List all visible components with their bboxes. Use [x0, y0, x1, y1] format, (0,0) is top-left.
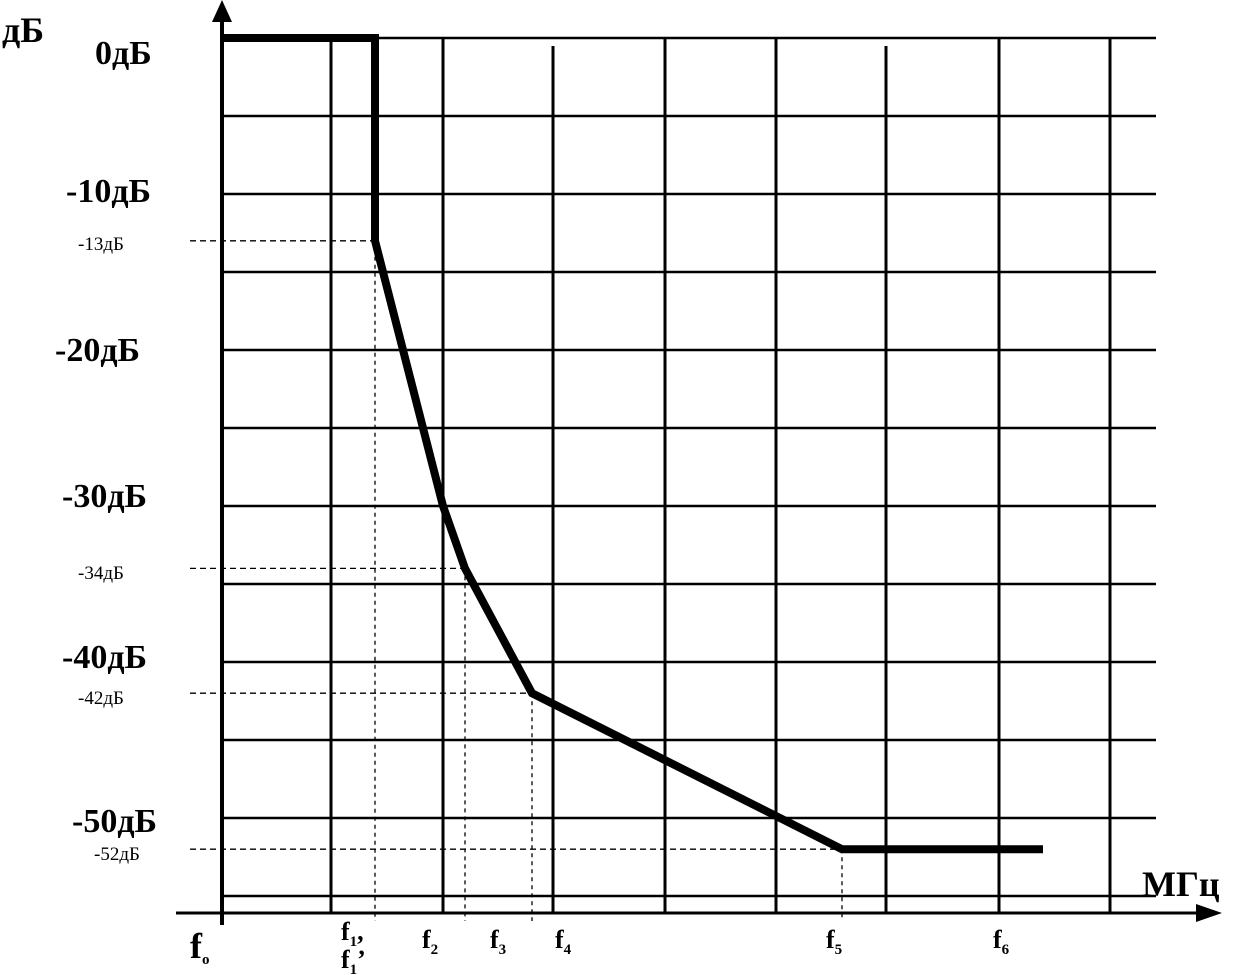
attenuation-curve — [221, 34, 1044, 854]
y-tick-label: -30дБ — [62, 478, 147, 515]
x-tick-label: f4 — [555, 925, 572, 958]
y-marked-label: -42дБ — [78, 688, 124, 709]
y-tick-label: -40дБ — [62, 639, 147, 676]
x-axis-arrow — [1196, 904, 1222, 922]
y-marked-label: -52дБ — [94, 844, 140, 865]
x-tick-label: f3 — [490, 925, 506, 958]
x-tick-label: f5 — [826, 925, 842, 958]
chart-labels: 0дБ -10дБ -20дБ -30дБ -40дБ -50дБ -13дБ -34дБ -4… — [55, 35, 1010, 975]
series-line — [222, 34, 1043, 854]
y-tick-label: 0дБ — [95, 35, 152, 72]
chart-axes — [176, 0, 1222, 925]
y-marked-label: -13дБ — [78, 234, 124, 255]
x-tick-label: f1’ — [341, 945, 366, 975]
x-axis-label: МГц — [1142, 864, 1220, 904]
chart-grid — [222, 36, 1156, 913]
x-tick-label: f1, — [341, 917, 364, 950]
x-tick-label: f2 — [422, 925, 438, 958]
y-axis-label: дБ — [2, 10, 44, 50]
y-axis-arrow — [212, 0, 232, 22]
x-tick-label: fo — [190, 926, 210, 968]
y-marked-label: -34дБ — [78, 563, 124, 584]
x-tick-label: f6 — [993, 925, 1010, 958]
y-tick-label: -10дБ — [66, 173, 151, 210]
y-tick-label: -50дБ — [72, 803, 157, 840]
y-tick-label: -20дБ — [55, 332, 140, 369]
